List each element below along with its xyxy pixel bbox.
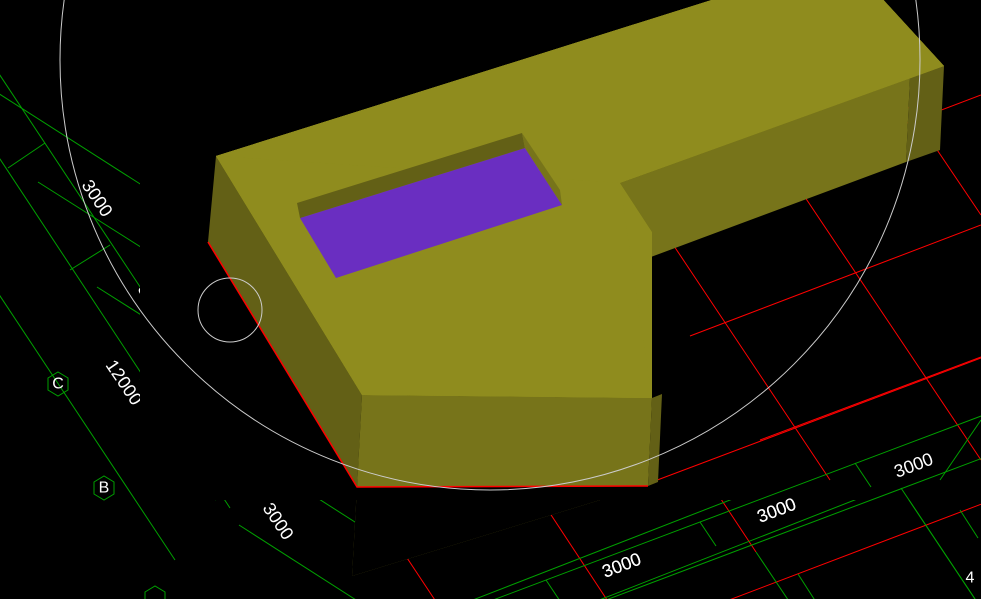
svg-text:4: 4 bbox=[966, 570, 975, 587]
grid-bubble-4: 4 bbox=[966, 570, 975, 587]
viewport-svg: 3000 3000 3000 3000 12000 3000 3000 3000… bbox=[0, 0, 981, 599]
svg-text:C: C bbox=[52, 376, 64, 393]
svg-text:B: B bbox=[99, 480, 110, 497]
grid-bubble-a bbox=[145, 586, 165, 599]
dim-label-total: 12000 bbox=[102, 356, 147, 409]
3d-viewport[interactable]: 3000 3000 3000 3000 12000 3000 3000 3000… bbox=[0, 0, 981, 599]
dim-label: 3000 bbox=[599, 549, 644, 582]
dim-label: 3000 bbox=[78, 176, 117, 220]
dim-label: 3000 bbox=[259, 499, 298, 543]
grid-bubble-c: C bbox=[48, 372, 68, 396]
grid-bubble-b: B bbox=[94, 476, 114, 500]
